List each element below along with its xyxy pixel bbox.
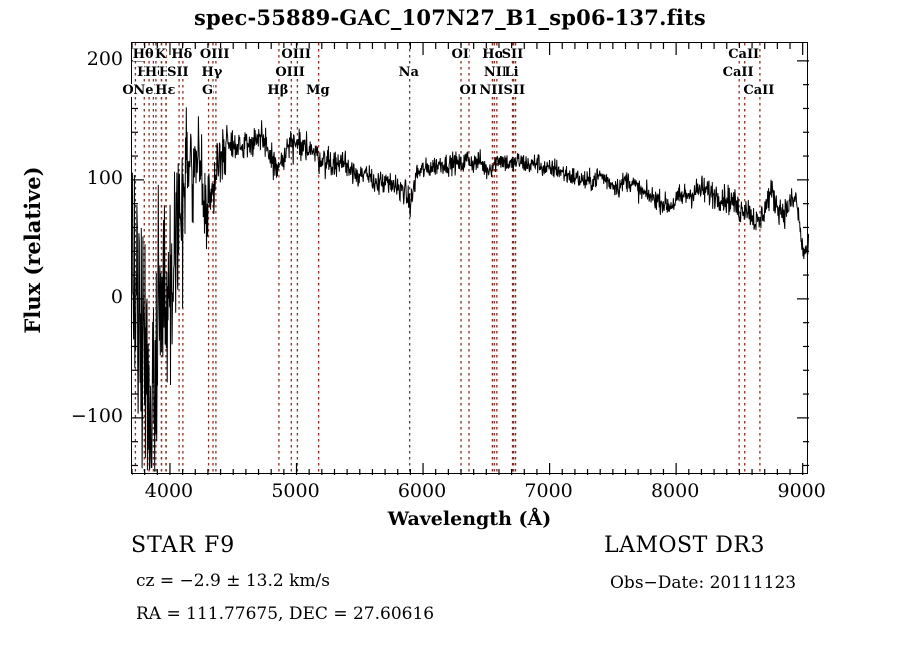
y-axis-title: Flux (relative) <box>20 166 45 334</box>
spectral-line-label: Hβ <box>267 83 289 98</box>
axis-ticks <box>132 43 809 475</box>
x-tick-label: 4000 <box>144 480 194 502</box>
y-tick-label: 100 <box>86 166 123 189</box>
spectral-line-label: NII <box>479 83 504 98</box>
spectral-line-label: CaII <box>722 65 754 80</box>
spectral-line-label: NII <box>483 65 508 80</box>
object-class-label: STAR F9 <box>131 533 236 558</box>
x-tick-label: 9000 <box>777 480 826 502</box>
x-axis-title: Wavelength (Å) <box>387 508 552 530</box>
y-tick-label: −100 <box>70 404 123 427</box>
spectral-line-label: SII <box>501 47 524 62</box>
page-title: spec-55889-GAC_107N27_B1_sp06-137.fits <box>194 5 706 30</box>
radial-velocity-label: cz = −2.9 ± 13.2 km/s <box>136 571 330 591</box>
spectral-line-label: G <box>202 83 214 98</box>
x-tick-label: 5000 <box>271 480 320 502</box>
y-tick-label: 200 <box>86 47 123 70</box>
spectral-line-label: SII <box>167 65 189 80</box>
survey-label: LAMOST DR3 <box>604 533 765 558</box>
x-tick-label: 8000 <box>650 480 700 502</box>
spectral-line-label: Mg <box>306 83 330 98</box>
spectral-line-label: Hα <box>482 47 505 62</box>
plot-frame <box>131 42 809 475</box>
spectrum-canvas <box>132 43 809 475</box>
x-tick-label: 6000 <box>397 480 447 502</box>
spectral-line-label: OIII <box>199 47 230 62</box>
spectral-line-label: SII <box>503 83 526 98</box>
spectral-line-label: K <box>154 47 167 62</box>
spectral-line-label: OI <box>459 83 477 98</box>
x-tick-label: 7000 <box>524 480 573 502</box>
spectral-line-label: Na <box>398 65 419 80</box>
spectral-line-markers <box>134 43 761 475</box>
spectral-line-label: OI <box>451 47 469 62</box>
spectral-line-label: CaII <box>743 83 775 98</box>
spectral-line-label: CaII <box>728 47 760 62</box>
spectral-line-label: Hγ <box>201 65 223 80</box>
y-tick-label: 0 <box>110 285 123 308</box>
spectral-line-label: OIII <box>281 47 311 62</box>
obs-date-label: Obs−Date: 20111123 <box>610 573 797 593</box>
coordinates-label: RA = 111.77675, DEC = 27.60616 <box>136 604 435 624</box>
spectral-line-label: Hε <box>155 83 176 98</box>
spectrum-trace <box>132 107 809 472</box>
spectral-line-label: OIII <box>275 65 305 80</box>
spectral-line-label: Hδ <box>171 47 193 62</box>
spectral-line-label: Li <box>504 65 519 80</box>
spectral-line-label: Hθ <box>132 47 154 62</box>
